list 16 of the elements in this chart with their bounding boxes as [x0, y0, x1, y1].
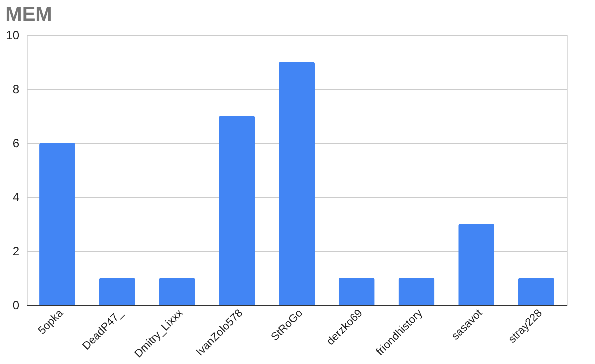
chart-title: MEM [6, 4, 52, 26]
y-tick-label: 8 [12, 82, 20, 96]
y-tick-label: 2 [12, 244, 20, 258]
bar [40, 143, 76, 305]
bar [338, 278, 375, 305]
y-tick-label: 4 [12, 190, 20, 204]
bar [219, 116, 256, 305]
bar [398, 278, 435, 305]
y-tick-label: 10 [6, 28, 20, 42]
bar [518, 278, 554, 305]
y-tick-label: 6 [12, 136, 20, 150]
y-tick-label: 0 [12, 298, 20, 312]
bar [458, 224, 495, 305]
bar [279, 62, 315, 305]
bar [159, 278, 196, 305]
bar [99, 278, 136, 305]
